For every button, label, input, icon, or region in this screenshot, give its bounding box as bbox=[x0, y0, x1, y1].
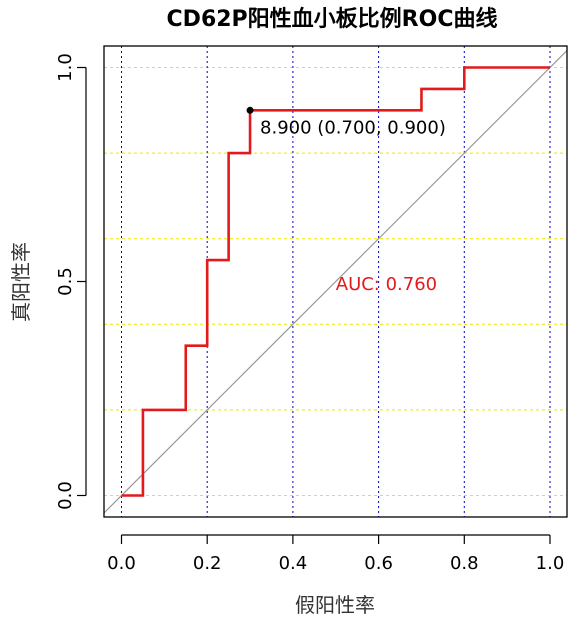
y-tick-label-2: 1.0 bbox=[55, 53, 76, 82]
auc-label: AUC: 0.760 bbox=[336, 274, 437, 295]
y-tick-label-1: 0.5 bbox=[55, 267, 76, 296]
y-axis: 0.0 0.5 1.0 bbox=[55, 53, 86, 510]
chart-title: CD62P阳性血小板比例ROC曲线 bbox=[167, 6, 498, 32]
best-threshold-label: 8.900 (0.700, 0.900) bbox=[260, 117, 446, 138]
y-tick-label-0: 0.0 bbox=[55, 481, 76, 510]
x-tick-label-0: 0.0 bbox=[107, 553, 136, 574]
x-axis-label: 假阳性率 bbox=[295, 593, 375, 617]
y-axis-label: 真阳性率 bbox=[9, 242, 33, 322]
x-tick-label-1: 0.2 bbox=[193, 553, 222, 574]
x-tick-label-4: 0.8 bbox=[450, 553, 479, 574]
x-axis: 0.0 0.2 0.4 0.6 0.8 1.0 bbox=[107, 535, 564, 574]
x-tick-label-2: 0.4 bbox=[279, 553, 308, 574]
best-threshold-point bbox=[247, 107, 254, 114]
x-tick-label-5: 1.0 bbox=[536, 553, 565, 574]
x-tick-label-3: 0.6 bbox=[364, 553, 393, 574]
